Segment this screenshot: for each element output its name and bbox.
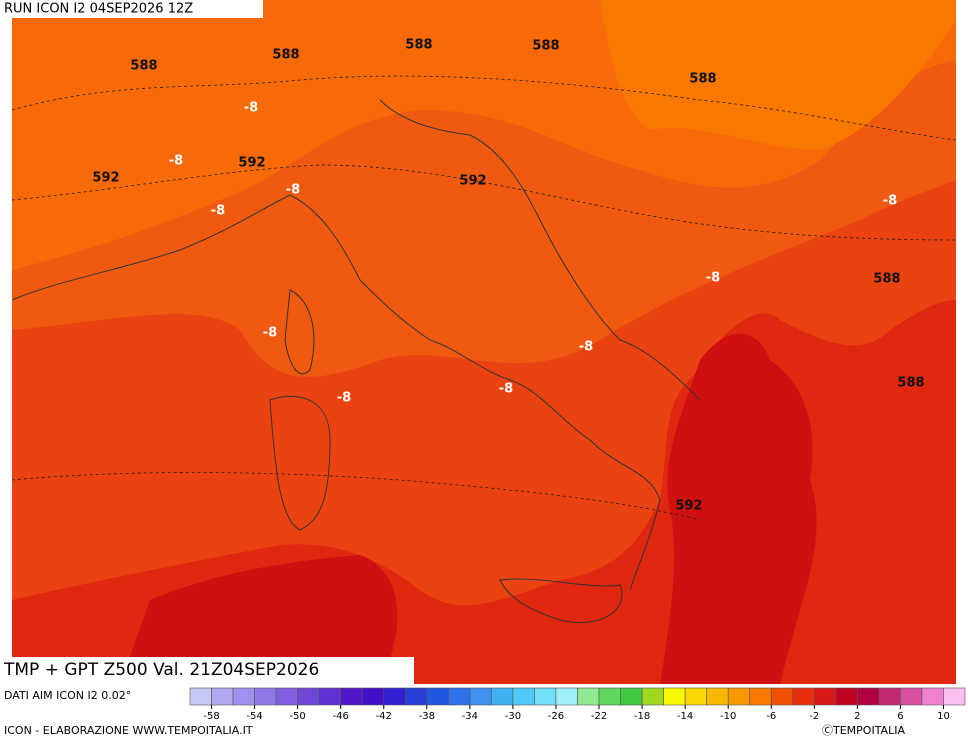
- colorbar-label: -46: [333, 711, 349, 722]
- colorbar-swatch: [878, 687, 901, 706]
- geopotential-label: 588: [689, 72, 716, 87]
- colorbar-swatch: [297, 687, 320, 706]
- colorbar-label: 6: [897, 711, 903, 722]
- colorbar-swatch: [792, 687, 815, 706]
- temperature-label: -8: [211, 204, 225, 219]
- colorbar-swatch: [555, 687, 578, 706]
- credit: ICON - ELABORAZIONE WWW.TEMPOITALIA.IT: [4, 724, 253, 737]
- colorbar-label: 10: [937, 711, 950, 722]
- geopotential-label: 588: [897, 376, 924, 391]
- data-source: DATI AIM ICON I2 0.02°: [4, 689, 131, 702]
- colorbar-swatch: [275, 687, 298, 706]
- temperature-label: -8: [337, 391, 351, 406]
- colorbar-swatch: [943, 687, 966, 706]
- colorbar-swatch: [211, 687, 234, 706]
- temperature-label: -8: [579, 340, 593, 355]
- geopotential-label: 592: [675, 499, 702, 514]
- colorbar-swatch: [749, 687, 772, 706]
- colorbar-label: -2: [809, 711, 819, 722]
- colorbar-swatch: [577, 687, 600, 706]
- colorbar-label: -22: [591, 711, 607, 722]
- colorbar-swatch: [663, 687, 686, 706]
- temperature-label: -8: [883, 194, 897, 209]
- hottest-zone: [120, 333, 817, 684]
- temperature-label: -8: [169, 154, 183, 169]
- colorbar-swatch: [254, 687, 277, 706]
- geopotential-label: 592: [459, 174, 486, 189]
- colorbar-swatch: [491, 687, 514, 706]
- colorbar-swatch: [684, 687, 707, 706]
- colorbar-label: -18: [634, 711, 650, 722]
- run-title: RUN ICON I2 04SEP2026 12Z: [4, 2, 193, 17]
- map: 588 588 588 588 588 588 588 592 592 592 592 -8 -8 -8 -…: [11, 0, 957, 684]
- colorbar-label: -30: [505, 711, 521, 722]
- temperature-label: -8: [263, 326, 277, 341]
- colorbar-swatch: [900, 687, 923, 706]
- colorbar-label: -26: [548, 711, 564, 722]
- colorbar-label: -58: [203, 711, 219, 722]
- colorbar-swatch: [512, 687, 535, 706]
- colorbar-swatch: [620, 687, 643, 706]
- colorbar-label: -50: [289, 711, 305, 722]
- colorbar-swatch: [404, 687, 428, 706]
- colorbar-swatch: [534, 687, 557, 706]
- colorbar-swatch: [857, 687, 880, 706]
- map-title: TMP + GPT Z500 Val. 21Z04SEP2026: [3, 660, 319, 680]
- coastlines: [11, 99, 701, 624]
- temperature-label: -8: [244, 101, 258, 116]
- colorbar-swatch: [770, 687, 794, 706]
- geopotential-label: 592: [238, 156, 265, 171]
- geopotential-label: 588: [532, 39, 559, 54]
- colorbar-label: -6: [766, 711, 776, 722]
- title-box: [0, 657, 414, 684]
- warm-zone-ne: [600, 0, 956, 150]
- colorbar-swatch: [469, 687, 492, 706]
- colorbar-swatch: [727, 687, 751, 706]
- copyright: ⒸTEMPOITALIA: [822, 724, 905, 737]
- contours: [11, 75, 957, 521]
- colorbar-label: 2: [854, 711, 860, 722]
- colorbar-swatch: [361, 687, 385, 706]
- temperature-label: -8: [286, 183, 300, 198]
- colorbar-swatch: [835, 687, 858, 706]
- geopotential-label: 588: [272, 48, 299, 63]
- colorbar-swatch: [383, 687, 406, 706]
- colorbar: -58 -54 -50 -46 -42 -38 -34 -30 -26 -22 -18 -14 -10-…: [189, 687, 966, 722]
- colorbar-label: -54: [246, 711, 262, 722]
- geopotential-label: 588: [405, 38, 432, 53]
- colorbar-swatch: [340, 687, 363, 706]
- geopotential-label: 588: [130, 59, 157, 74]
- colorbar-label: -42: [376, 711, 392, 722]
- geopotential-label: 592: [92, 171, 119, 186]
- colorbar-label: -38: [419, 711, 435, 722]
- colorbar-swatch: [706, 687, 729, 706]
- colorbar-swatch: [598, 687, 621, 706]
- colorbar-swatch: [318, 687, 341, 706]
- colorbar-swatch: [232, 687, 255, 706]
- colorbar-swatch: [189, 687, 212, 706]
- colorbar-swatch: [814, 687, 837, 706]
- colorbar-label: -34: [462, 711, 478, 722]
- colorbar-swatch: [641, 687, 664, 706]
- colorbar-swatch: [921, 687, 944, 706]
- map-labels: 588 588 588 588 588 588 588 592 592 592 592 -8 -8 -8 -…: [92, 38, 924, 514]
- colorbar-swatch: [448, 687, 471, 706]
- geopotential-label: 588: [873, 272, 900, 287]
- temperature-label: -8: [499, 382, 513, 397]
- colorbar-label: -10: [720, 711, 736, 722]
- header-box: [0, 0, 263, 18]
- colorbar-label: -14: [677, 711, 693, 722]
- temperature-label: -8: [706, 271, 720, 286]
- colorbar-swatch: [426, 687, 449, 706]
